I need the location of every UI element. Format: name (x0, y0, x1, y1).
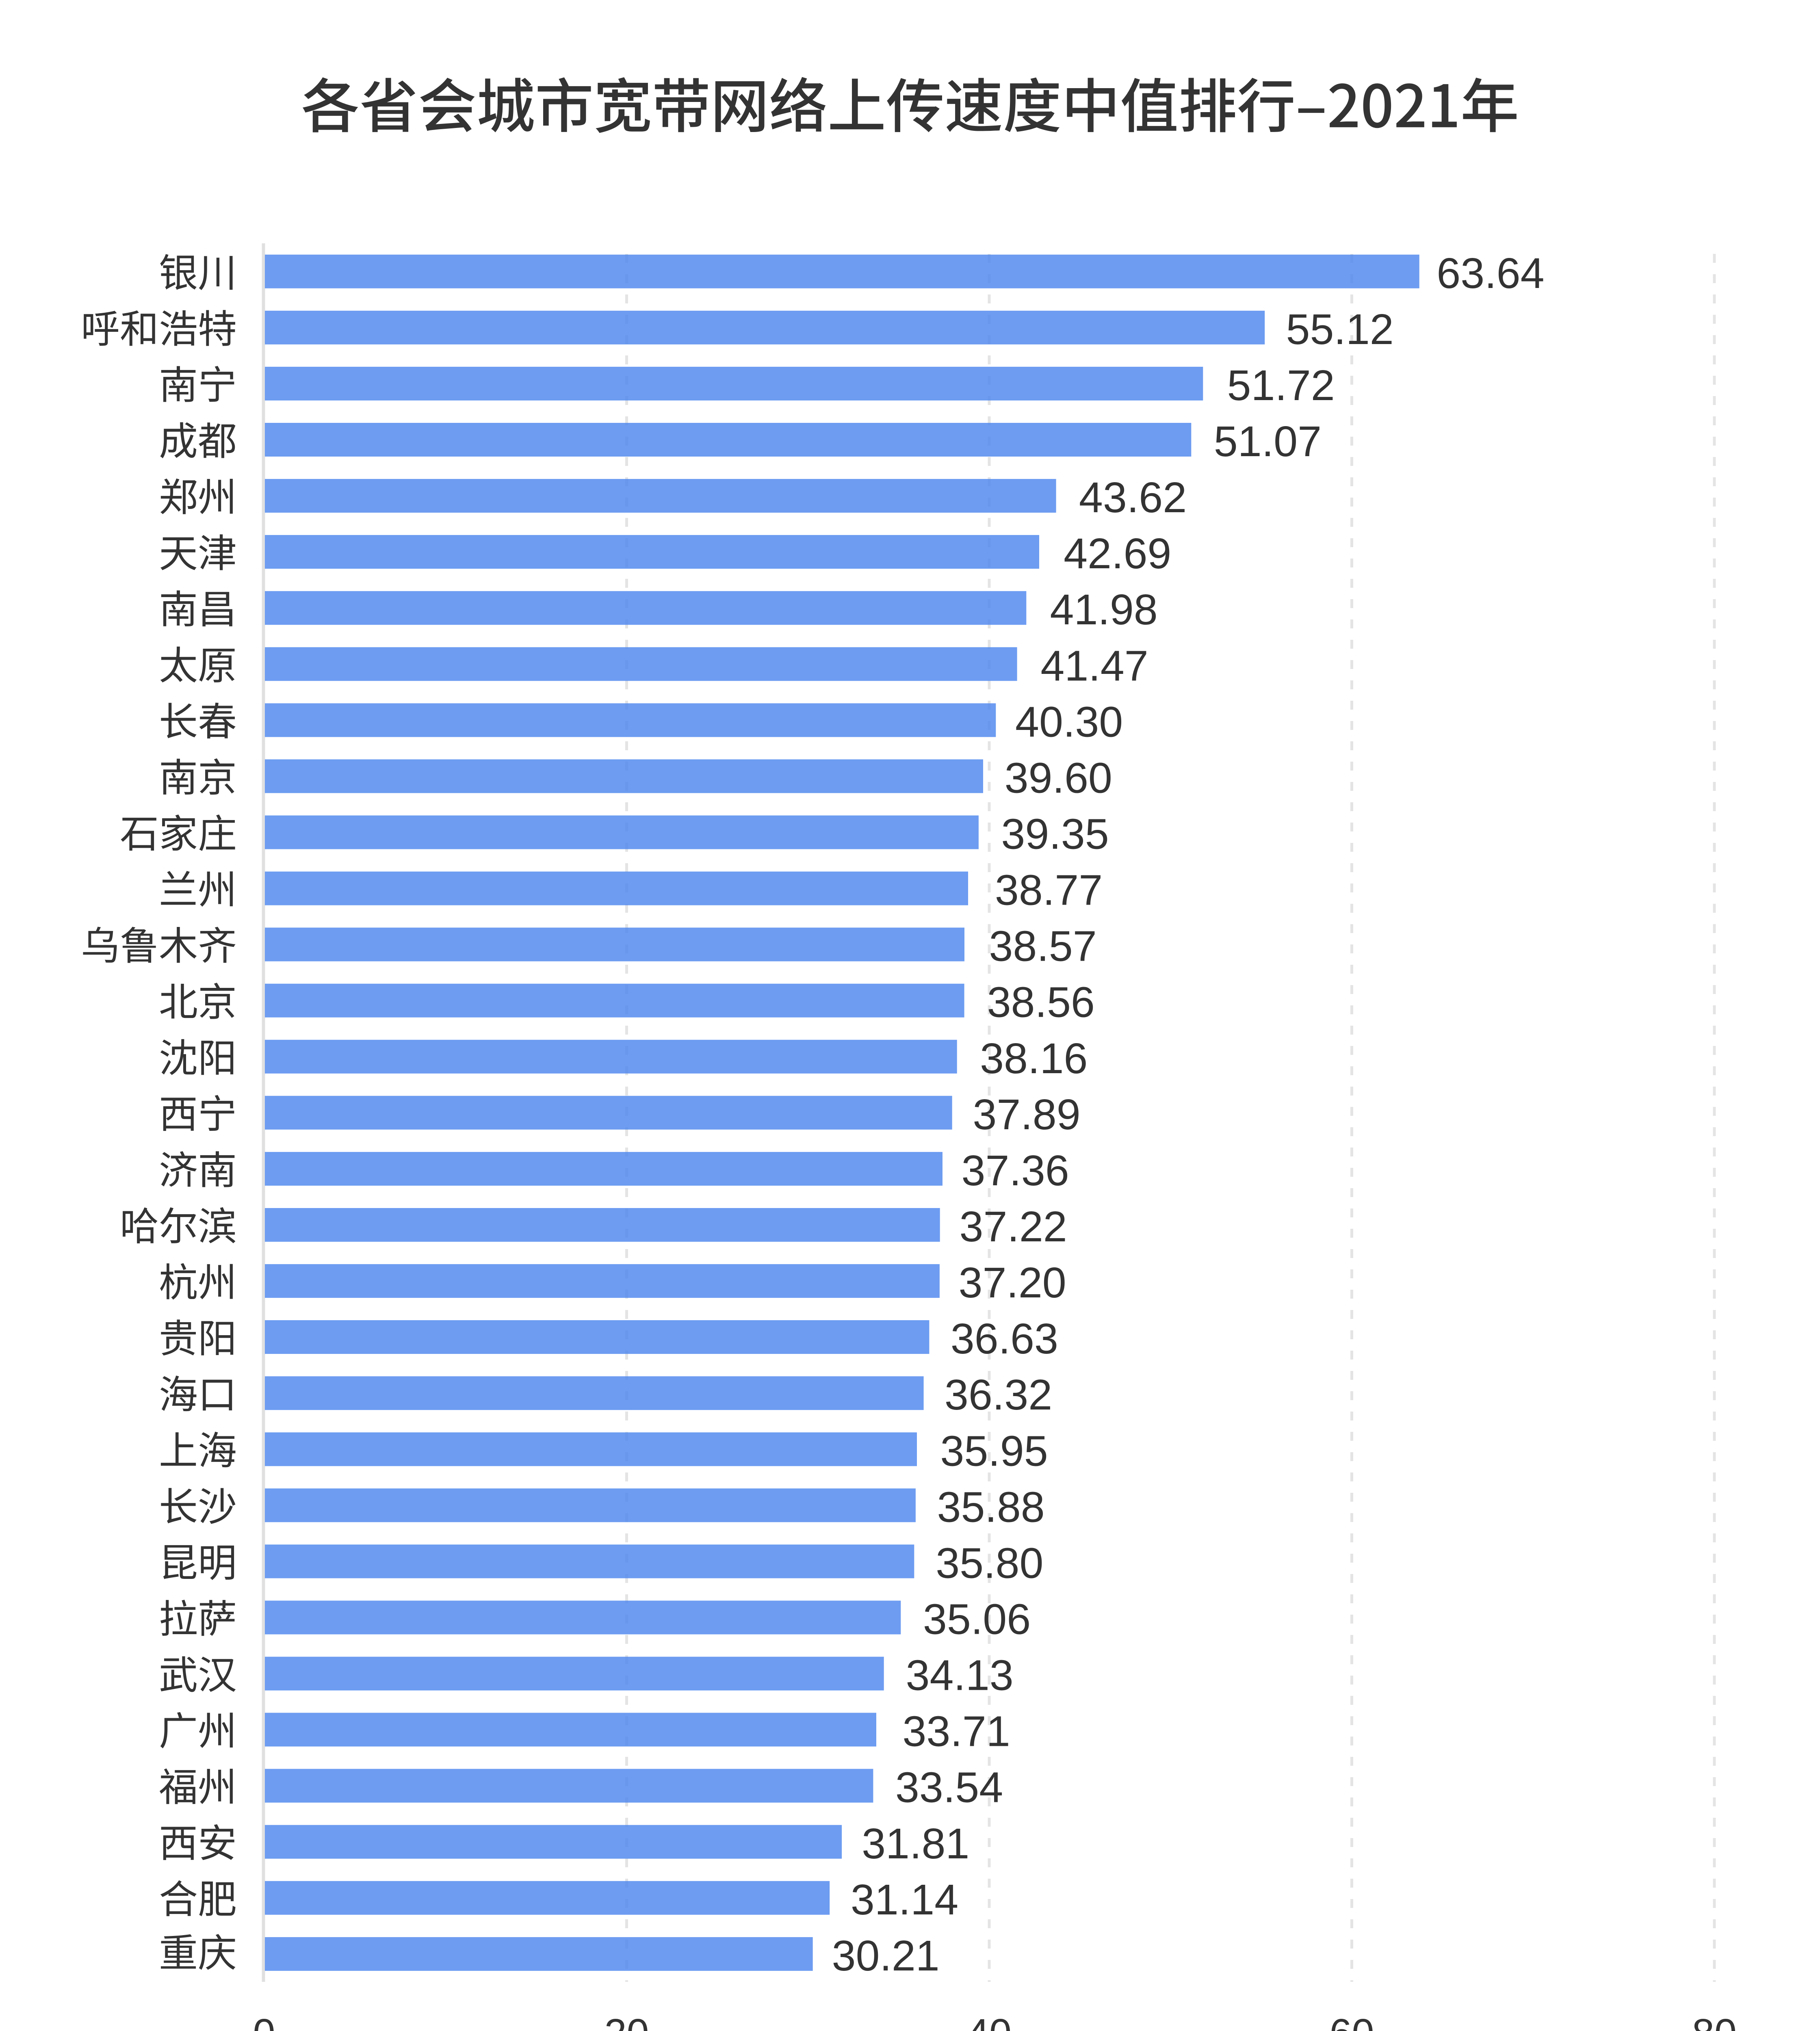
svg-text:35.06: 35.06 (923, 1596, 1031, 1643)
svg-text:35.95: 35.95 (940, 1427, 1048, 1475)
svg-text:63.64: 63.64 (1436, 249, 1544, 297)
svg-text:37.20: 37.20 (959, 1259, 1066, 1307)
svg-text:37.36: 37.36 (962, 1147, 1069, 1195)
svg-text:39.35: 39.35 (1001, 810, 1109, 858)
svg-text:38.56: 38.56 (987, 979, 1095, 1026)
svg-text:43.62: 43.62 (1079, 474, 1187, 522)
svg-text:0: 0 (253, 2011, 275, 2031)
svg-text:39.60: 39.60 (1005, 754, 1112, 802)
svg-text:36.32: 36.32 (945, 1371, 1052, 1419)
svg-text:38.16: 38.16 (980, 1035, 1088, 1083)
svg-text:80: 80 (1692, 2011, 1737, 2031)
svg-text:40: 40 (967, 2011, 1012, 2031)
svg-text:35.80: 35.80 (936, 1539, 1043, 1587)
svg-text:37.89: 37.89 (973, 1091, 1080, 1139)
svg-text:31.14: 31.14 (851, 1876, 958, 1924)
svg-text:51.72: 51.72 (1227, 362, 1335, 409)
svg-text:40.30: 40.30 (1015, 698, 1123, 746)
svg-text:55.12: 55.12 (1286, 305, 1394, 353)
svg-text:31.81: 31.81 (862, 1820, 969, 1868)
svg-text:20: 20 (604, 2011, 649, 2031)
svg-text:33.54: 33.54 (895, 1764, 1003, 1812)
svg-text:33.71: 33.71 (902, 1708, 1010, 1756)
svg-text:34.13: 34.13 (906, 1652, 1014, 1700)
svg-text:30.21: 30.21 (832, 1932, 940, 1980)
svg-text:60: 60 (1329, 2011, 1374, 2031)
svg-text:51.07: 51.07 (1214, 418, 1322, 466)
svg-text:35.88: 35.88 (937, 1483, 1045, 1531)
svg-text:37.22: 37.22 (960, 1203, 1067, 1251)
svg-text:41.98: 41.98 (1050, 586, 1158, 634)
svg-text:42.69: 42.69 (1064, 530, 1171, 578)
svg-text:41.47: 41.47 (1040, 642, 1148, 690)
svg-text:38.77: 38.77 (995, 866, 1103, 914)
svg-text:38.57: 38.57 (989, 922, 1096, 970)
svg-text:36.63: 36.63 (951, 1315, 1058, 1363)
